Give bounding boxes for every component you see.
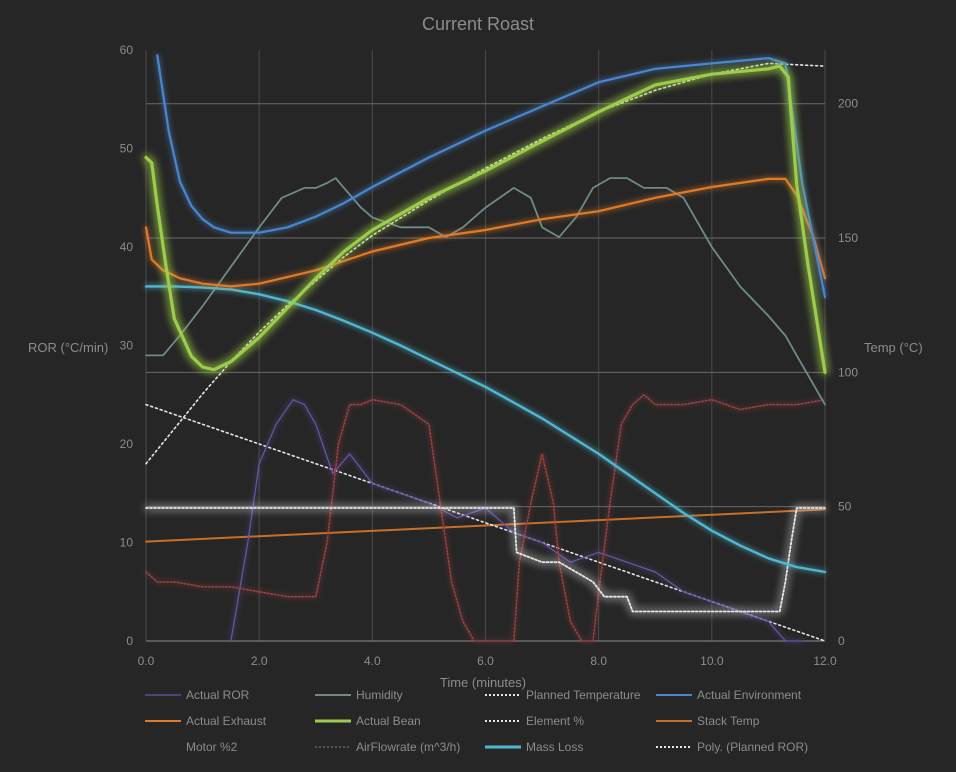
y-left-tick-label: 50	[120, 142, 134, 156]
x-tick-label: 8.0	[590, 654, 607, 668]
series-line-airflowrate-m-3-h	[145, 393, 826, 642]
series-layer	[144, 54, 827, 642]
legend-label: Motor %2	[186, 740, 238, 754]
chart-title: Current Roast	[422, 14, 534, 34]
series-line-actual-environment	[156, 54, 827, 299]
legend-item-actual-exhaust: Actual Exhaust	[145, 714, 267, 728]
y-right-tick-label: 0	[838, 634, 845, 648]
y-left-tick-label: 20	[120, 437, 134, 451]
y-left-tick-label: 40	[120, 240, 134, 254]
y-right-tick-label: 50	[838, 500, 852, 514]
y-right-axis-label: Temp (°C)	[864, 340, 923, 355]
legend-item-mass-loss: Mass Loss	[485, 740, 583, 754]
y-left-axis-ticks: 0 10 20 30 40 50 60	[120, 43, 134, 648]
y-left-axis-label: ROR (°C/min)	[28, 340, 108, 355]
y-right-tick-label: 200	[838, 97, 858, 111]
legend-label: Element %	[526, 714, 584, 728]
series-line-actual-exhaust	[144, 177, 827, 288]
legend-item-airflowrate-m-3-h: AirFlowrate (m^3/h)	[315, 740, 460, 754]
legend-item-poly-planned-ror: Poly. (Planned ROR)	[656, 740, 808, 754]
legend-item-motor-2: Motor %2	[186, 740, 238, 754]
legend-label: Mass Loss	[526, 740, 583, 754]
x-tick-label: 12.0	[813, 654, 837, 668]
legend-label: Actual Bean	[356, 714, 421, 728]
x-tick-label: 6.0	[477, 654, 494, 668]
series-line-element	[145, 507, 826, 613]
legend-label: Poly. (Planned ROR)	[697, 740, 808, 754]
series-line-actual-bean	[144, 64, 827, 374]
series-line-poly-planned-ror	[145, 403, 826, 642]
y-left-tick-label: 60	[120, 43, 134, 57]
legend-item-element: Element %	[485, 714, 584, 728]
legend-label: Actual Environment	[697, 688, 802, 702]
y-right-axis-ticks: 0 50 100 150 200	[838, 97, 858, 648]
series-line-stack-temp	[145, 508, 826, 543]
legend-label: AirFlowrate (m^3/h)	[356, 740, 460, 754]
legend-item-planned-temperature: Planned Temperature	[485, 688, 641, 702]
x-tick-label: 0.0	[138, 654, 155, 668]
legend-item-actual-environment: Actual Environment	[656, 688, 802, 702]
legend-item-actual-bean: Actual Bean	[315, 714, 421, 728]
legend-label: Actual ROR	[186, 688, 250, 702]
x-axis-label: Time (minutes)	[440, 675, 526, 690]
x-tick-label: 4.0	[364, 654, 381, 668]
series-line-mass-loss	[144, 285, 827, 574]
legend-item-stack-temp: Stack Temp	[656, 714, 760, 728]
x-tick-label: 10.0	[700, 654, 724, 668]
y-right-tick-label: 100	[838, 365, 858, 379]
legend-label: Planned Temperature	[526, 688, 641, 702]
legend-item-actual-ror: Actual ROR	[145, 688, 250, 702]
legend-label: Stack Temp	[697, 714, 760, 728]
legend-label: Actual Exhaust	[186, 714, 267, 728]
x-axis-ticks: 0.0 2.0 4.0 6.0 8.0 10.0 12.0	[138, 654, 837, 668]
y-left-tick-label: 0	[126, 634, 133, 648]
legend: Actual ROR Humidity Planned Temperature Act…	[145, 688, 808, 754]
y-left-tick-label: 30	[120, 339, 134, 353]
y-left-tick-label: 10	[120, 536, 134, 550]
y-right-tick-label: 150	[838, 231, 858, 245]
series-line-humidity	[145, 177, 826, 406]
x-tick-label: 2.0	[251, 654, 268, 668]
legend-item-humidity: Humidity	[315, 688, 403, 702]
series-line-actual-ror	[230, 399, 804, 642]
legend-label: Humidity	[356, 688, 403, 702]
series-line-planned-temperature	[145, 62, 826, 465]
